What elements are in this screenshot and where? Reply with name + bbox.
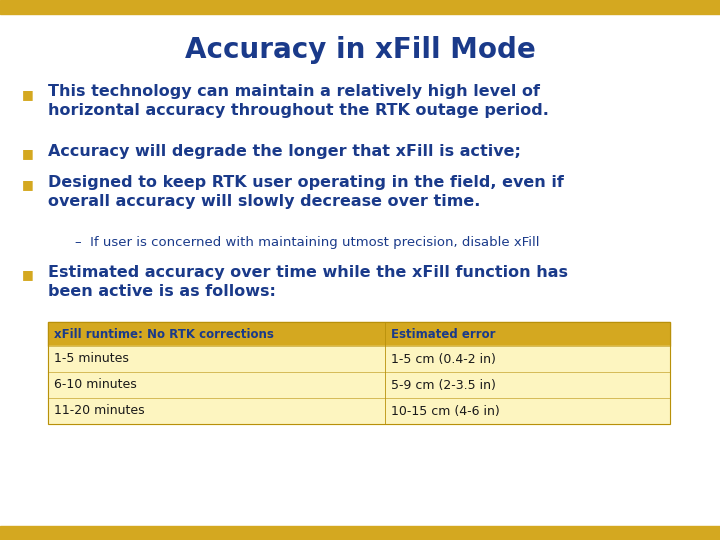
- Bar: [48, 322, 670, 346]
- Text: This technology can maintain a relatively high level of
horizontal accuracy thro: This technology can maintain a relativel…: [48, 84, 549, 118]
- Bar: [48, 322, 670, 424]
- Text: ■: ■: [22, 147, 34, 160]
- Bar: [48, 346, 670, 372]
- Text: Accuracy in xFill Mode: Accuracy in xFill Mode: [184, 36, 536, 64]
- Text: Estimated error: Estimated error: [391, 327, 495, 341]
- Text: 6-10 minutes: 6-10 minutes: [54, 379, 137, 392]
- Text: 5-9 cm (2-3.5 in): 5-9 cm (2-3.5 in): [391, 379, 496, 392]
- Text: 1-5 cm (0.4-2 in): 1-5 cm (0.4-2 in): [391, 353, 496, 366]
- Text: 1-5 minutes: 1-5 minutes: [54, 353, 129, 366]
- Text: 11-20 minutes: 11-20 minutes: [54, 404, 145, 417]
- Text: ■: ■: [22, 178, 34, 191]
- Text: xFill runtime: No RTK corrections: xFill runtime: No RTK corrections: [54, 327, 274, 341]
- Text: –  If user is concerned with maintaining utmost precision, disable xFill: – If user is concerned with maintaining …: [75, 236, 539, 249]
- Text: Estimated accuracy over time while the xFill function has
been active is as foll: Estimated accuracy over time while the x…: [48, 265, 568, 299]
- Bar: [0, 0, 720, 14]
- Bar: [48, 398, 670, 424]
- Text: 10-15 cm (4-6 in): 10-15 cm (4-6 in): [391, 404, 500, 417]
- Bar: [0, 526, 720, 540]
- Text: Designed to keep RTK user operating in the field, even if
overall accuracy will : Designed to keep RTK user operating in t…: [48, 175, 564, 209]
- Text: ■: ■: [22, 88, 34, 101]
- Text: Accuracy will degrade the longer that xFill is active;: Accuracy will degrade the longer that xF…: [48, 144, 521, 159]
- Bar: [48, 372, 670, 398]
- Text: ■: ■: [22, 268, 34, 281]
